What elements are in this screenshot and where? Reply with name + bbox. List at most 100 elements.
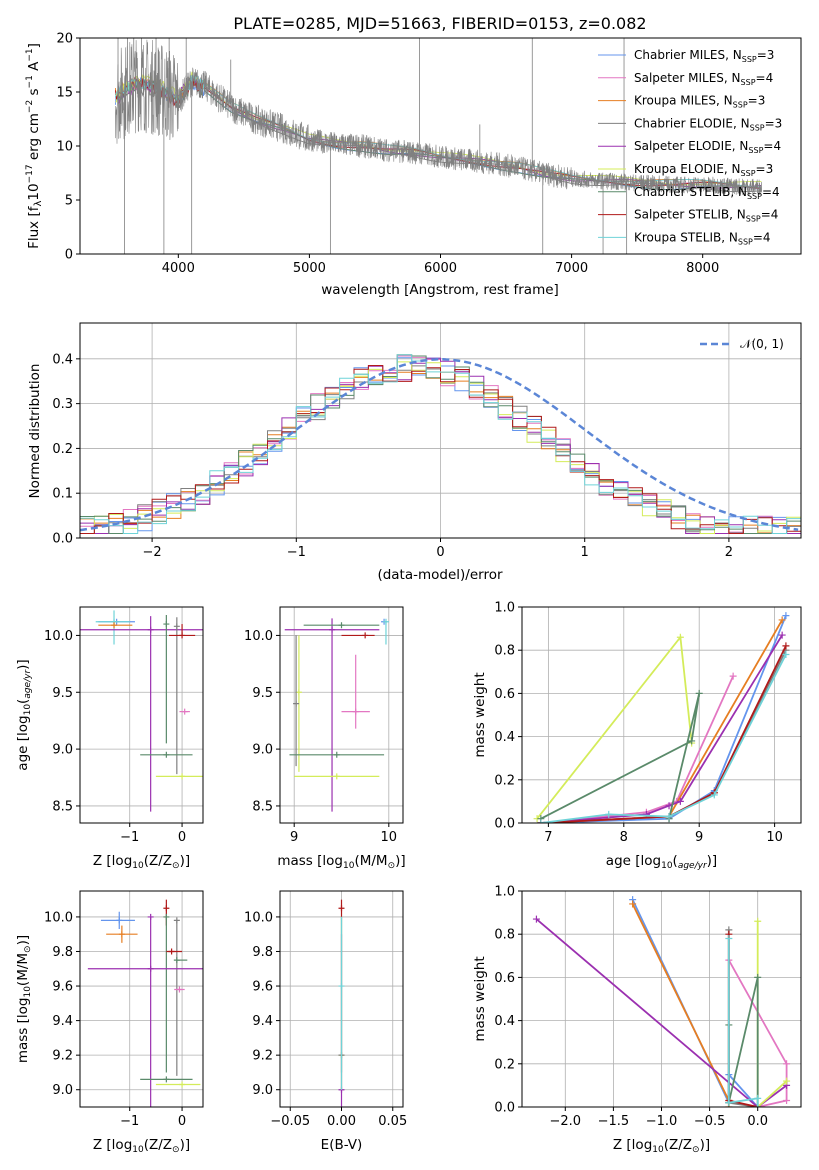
weight-series-9 bbox=[727, 938, 759, 1107]
weight-marker bbox=[754, 1094, 762, 1102]
weight-marker bbox=[642, 810, 650, 818]
x-tick-label: 0.0 bbox=[747, 1114, 768, 1129]
legend-name: Chabrier STELIB, N bbox=[634, 185, 747, 199]
legend-suffix: =3 bbox=[756, 162, 774, 176]
weight-marker bbox=[676, 797, 684, 805]
x-tick-label: 9 bbox=[290, 830, 298, 845]
grid bbox=[280, 607, 403, 823]
weight-marker bbox=[710, 791, 718, 799]
data-point bbox=[179, 632, 186, 639]
legend-sub: SSP bbox=[741, 169, 756, 178]
y-tick-label: 9.8 bbox=[52, 945, 73, 960]
x-tick-label: −1.5 bbox=[598, 1114, 630, 1129]
label-part: 10 bbox=[132, 861, 144, 871]
observed-spectrum bbox=[115, 39, 762, 196]
label-part: ⊙ bbox=[172, 861, 180, 871]
legend-name: Kroupa MILES, N bbox=[634, 94, 733, 108]
y-tick-label: 10.0 bbox=[244, 910, 273, 925]
x-tick-label: 9 bbox=[695, 830, 703, 845]
weight-marker bbox=[605, 810, 613, 818]
data-point bbox=[173, 623, 180, 630]
data-point bbox=[163, 905, 170, 912]
y-tick-label: 0.3 bbox=[52, 397, 73, 412]
weight-marker bbox=[537, 819, 545, 823]
label-part: )] bbox=[180, 1137, 191, 1153]
legend-name: Salpeter ELODIE, N bbox=[634, 139, 748, 153]
label-part: )] bbox=[707, 853, 718, 869]
y-tick-label: 0.2 bbox=[494, 1057, 515, 1072]
label-part: )] bbox=[395, 853, 406, 869]
legend-label: Salpeter MILES, NSSP=4 bbox=[634, 71, 773, 87]
legend-suffix: =4 bbox=[756, 71, 774, 85]
label-part: s bbox=[26, 88, 42, 99]
data-point bbox=[118, 931, 125, 938]
legend-suffix: =3 bbox=[757, 48, 775, 62]
x-axis-label: mass [log10(M/M⊙)] bbox=[277, 853, 405, 871]
legend-label: Salpeter STELIB, NSSP=4 bbox=[634, 208, 778, 224]
label-part: )] bbox=[15, 659, 31, 670]
weight-marker bbox=[676, 633, 684, 641]
residual-histogram-8 bbox=[80, 365, 801, 534]
y-tick-label: 10 bbox=[56, 140, 73, 155]
grid bbox=[522, 890, 801, 1108]
data-point bbox=[168, 948, 175, 955]
x-tick-label: −1 bbox=[287, 545, 306, 560]
weight-series-6 bbox=[536, 634, 693, 820]
x-tick-label: −1 bbox=[120, 830, 139, 845]
data-point bbox=[116, 917, 123, 924]
label-part: 10 bbox=[661, 861, 673, 871]
label-part: 10 bbox=[26, 183, 42, 200]
data-point bbox=[173, 957, 180, 964]
label-part: ⊙ bbox=[388, 861, 396, 871]
data-point bbox=[111, 622, 118, 629]
y-tick-label: 9.8 bbox=[252, 945, 273, 960]
label-part: −1 bbox=[25, 75, 35, 88]
x-axis-label: Z [log10(Z/Z⊙)] bbox=[93, 1137, 190, 1155]
y-tick-label: 9.4 bbox=[52, 1014, 73, 1029]
data-point bbox=[338, 622, 345, 629]
x-tick-label: 0 bbox=[178, 1114, 186, 1129]
data-point bbox=[382, 618, 389, 625]
x-tick-label: 10 bbox=[381, 830, 398, 845]
weight-series-7 bbox=[540, 693, 701, 820]
frame bbox=[279, 606, 404, 824]
spectrum-panel: 4000 5000 6000 7000 8000 0 5 10 15 20 wavelength … bbox=[25, 32, 802, 298]
frame bbox=[521, 890, 802, 1108]
mass-vs-EBV-panel: −0.05 0.00 0.05 9.0 9.2 9.4 9.6 9.8 10.0 E(B-V) bbox=[244, 890, 407, 1153]
data-point bbox=[338, 983, 345, 990]
residual-ylabel: Normed distribution bbox=[27, 364, 43, 499]
legend-name: Kroupa STELIB, N bbox=[634, 230, 738, 244]
y-tick-label: 1.0 bbox=[494, 885, 515, 900]
y-tick-label: 9.6 bbox=[252, 980, 273, 995]
weight-marker bbox=[754, 917, 762, 925]
legend-name: Chabrier MILES, N bbox=[634, 48, 742, 62]
gaussian-curve bbox=[80, 358, 799, 532]
x-tick-label: 1 bbox=[581, 545, 589, 560]
data-point bbox=[329, 626, 336, 633]
y-tick-label: 0.0 bbox=[52, 532, 73, 547]
label-part: )] bbox=[15, 935, 31, 946]
weight-marker bbox=[532, 915, 540, 923]
x-axis-label: E(B-V) bbox=[321, 1137, 363, 1153]
legend-suffix: =4 bbox=[762, 185, 780, 199]
x-tick-label: 5000 bbox=[293, 261, 326, 276]
y-tick-label: 10.0 bbox=[244, 629, 273, 644]
grid bbox=[522, 606, 801, 824]
plot-area bbox=[532, 896, 791, 1107]
y-tick-label: 0.2 bbox=[52, 442, 73, 457]
plot-area bbox=[87, 899, 203, 1107]
y-tick-label: 0.2 bbox=[494, 773, 515, 788]
legend-sub: SSP bbox=[741, 78, 756, 87]
label-part: Flux [f bbox=[26, 205, 42, 249]
y-axis-label: mass weight bbox=[472, 956, 488, 1041]
x-tick-label: 0.05 bbox=[378, 1114, 407, 1129]
residual-panel: −2 −1 0 1 2 0.0 0.1 0.2 0.3 0.4 (data-model)/erro… bbox=[27, 322, 802, 583]
legend-suffix: =3 bbox=[748, 94, 766, 108]
label-part: 10 bbox=[652, 1145, 664, 1155]
y-tick-label: 0.8 bbox=[494, 644, 515, 659]
weight-series-8 bbox=[540, 645, 787, 823]
y-tick-label: 9.2 bbox=[252, 1049, 273, 1064]
weight-marker bbox=[725, 1099, 733, 1107]
legend-label: Salpeter ELODIE, NSSP=4 bbox=[634, 139, 781, 155]
